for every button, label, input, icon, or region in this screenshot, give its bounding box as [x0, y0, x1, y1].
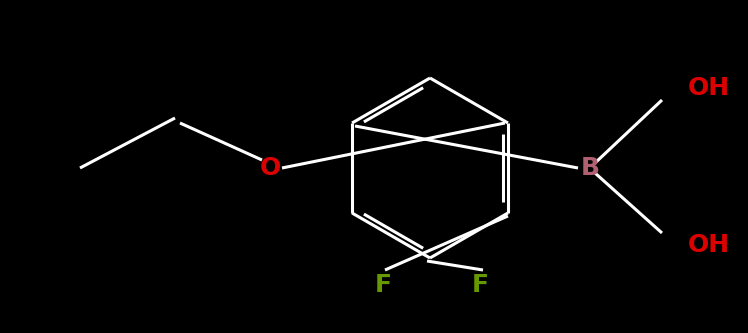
Text: OH: OH — [688, 76, 730, 100]
Text: F: F — [375, 273, 391, 297]
Text: B: B — [580, 156, 599, 180]
Text: O: O — [260, 156, 280, 180]
Text: F: F — [471, 273, 488, 297]
Text: OH: OH — [688, 233, 730, 257]
